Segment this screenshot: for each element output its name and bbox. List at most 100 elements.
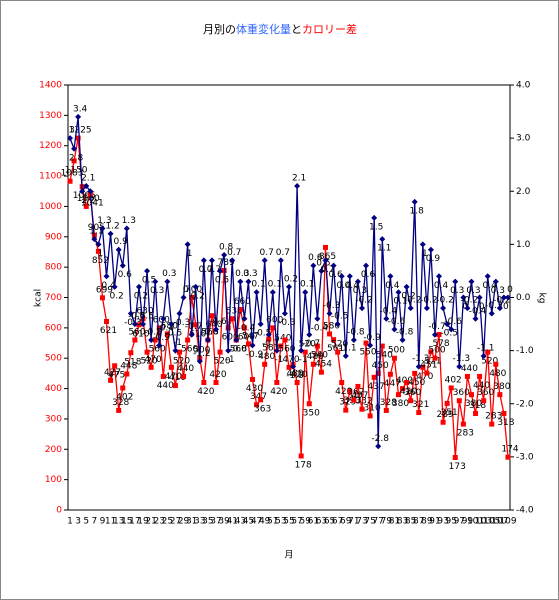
x-tick-label: 5 (83, 517, 89, 527)
data-label: 0.7 (260, 248, 274, 258)
data-label: 640 (205, 320, 222, 330)
data-label: 318 (469, 401, 486, 411)
y2-tick-label: 1.0 (516, 240, 531, 250)
data-label: 0.2 (401, 291, 415, 301)
point (196, 358, 203, 365)
point (391, 326, 398, 333)
data-label: 1.2 (105, 221, 119, 231)
point (411, 198, 418, 205)
point (354, 278, 361, 285)
data-label: -0.8 (144, 328, 162, 338)
x-tick-label: 31 (186, 517, 197, 527)
point (290, 363, 297, 370)
point (265, 331, 272, 338)
data-label: 0.7 (199, 265, 213, 275)
point (99, 225, 106, 232)
data-label: 173 (449, 462, 466, 472)
point (472, 315, 479, 322)
data-label: 328 (380, 398, 397, 408)
data-label: 500 (193, 346, 210, 356)
y2-tick-label: 0.0 (516, 293, 531, 303)
y-tick-label: 1100 (39, 172, 62, 182)
point (306, 401, 312, 407)
data-label: -0.3 (173, 318, 191, 328)
point (176, 310, 183, 317)
x-tick-label: 43 (235, 517, 246, 527)
point (488, 310, 495, 317)
point (213, 326, 220, 333)
data-label: -0.6 (444, 317, 462, 327)
point (456, 398, 462, 404)
point (347, 389, 353, 395)
point (181, 373, 187, 379)
y2-tick-label: 2.0 (516, 187, 531, 197)
x-tick-label: 33 (194, 517, 205, 527)
point (270, 325, 276, 331)
data-label: 447 (384, 379, 401, 389)
point (359, 406, 365, 412)
data-label: -1.3 (412, 354, 430, 364)
point (75, 113, 82, 120)
point (504, 294, 511, 301)
point (318, 369, 324, 375)
x-tick-label: 55 (283, 517, 294, 527)
data-label: -1 (299, 355, 308, 365)
point (403, 283, 410, 290)
y-tick-label: 100 (45, 475, 62, 485)
point (306, 331, 313, 338)
point (420, 364, 426, 370)
point (71, 145, 78, 152)
data-label: 0.4 (434, 281, 449, 291)
point (277, 257, 284, 264)
point (363, 262, 370, 269)
data-label: 600 (153, 315, 170, 325)
point (115, 246, 122, 253)
data-label: 440 (473, 381, 490, 391)
point (452, 278, 459, 285)
point (339, 380, 345, 385)
y2-tick-label: -4.0 (516, 506, 534, 516)
data-label: 402 (116, 392, 133, 402)
data-label: 0.6 (361, 270, 376, 280)
point (245, 341, 251, 347)
point (346, 273, 353, 280)
point (225, 325, 231, 331)
x-tick-label: 101 (467, 517, 484, 527)
point (75, 135, 81, 141)
data-label: -0.9 (152, 333, 170, 343)
data-label: -0.8 (396, 328, 414, 338)
point (237, 278, 244, 285)
point (229, 316, 235, 322)
point (294, 182, 301, 189)
data-label: 329 (339, 398, 356, 408)
point (237, 307, 243, 313)
y2-tick-label: 4.0 (516, 81, 531, 91)
data-label: 360 (453, 388, 470, 398)
data-label: 440 (157, 381, 174, 391)
data-label: 0.4 (483, 281, 498, 291)
data-label: -0.5 (331, 312, 349, 322)
point (83, 203, 89, 209)
x-tick-label: 107 (491, 517, 508, 527)
data-label: 475 (108, 370, 125, 380)
point (452, 454, 458, 460)
point (408, 398, 414, 404)
data-label: 0.7 (207, 265, 221, 275)
data-label: -0.2 (404, 296, 422, 306)
data-label: 789 (218, 258, 235, 268)
point (193, 322, 199, 328)
data-label: 0.3 (235, 269, 249, 279)
x-tick-label: 67 (332, 517, 343, 527)
point (189, 295, 195, 300)
point (468, 392, 474, 398)
y-tick-label: 200 (45, 445, 62, 455)
data-label: 0.2 (284, 274, 298, 284)
data-label: -0.2 (420, 296, 438, 306)
point (164, 278, 171, 285)
point (493, 361, 499, 367)
x-tick-label: 65 (324, 517, 335, 527)
data-label: 700 (185, 285, 202, 295)
point (484, 273, 491, 280)
data-label: -0.9 (246, 350, 264, 360)
point (379, 343, 385, 349)
